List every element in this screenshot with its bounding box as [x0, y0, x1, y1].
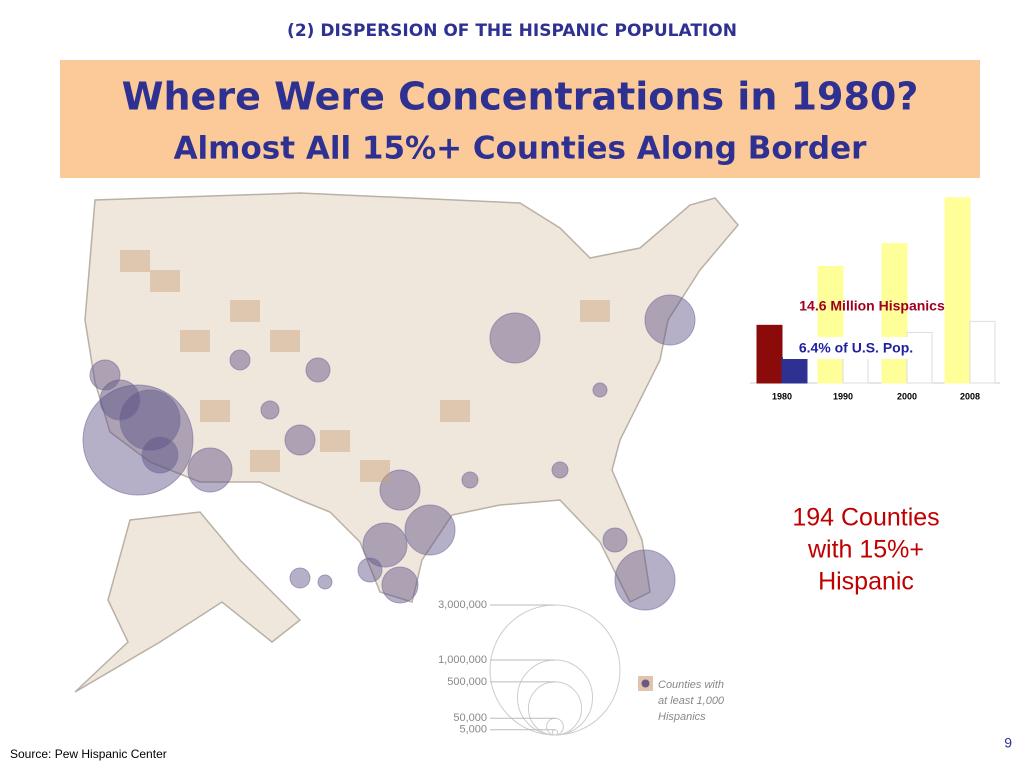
map-bubble: [592, 382, 608, 398]
section-heading: (2) DISPERSION OF THE HISPANIC POPULATIO…: [287, 21, 737, 41]
map-bubble: [551, 461, 569, 479]
county-patch: [230, 300, 260, 322]
map-bubble: [187, 447, 233, 493]
county-patch: [200, 400, 230, 422]
bar: [969, 320, 996, 384]
map-bubble: [357, 557, 383, 583]
legend-label: at least 1,000: [658, 695, 725, 707]
bar: [817, 265, 844, 384]
title-box: [60, 60, 980, 178]
size-label: 3,000,000: [438, 599, 487, 611]
x-tick-label: 2000: [897, 391, 917, 401]
legend-dot: [641, 679, 650, 688]
callout-line: 194 Counties: [792, 504, 939, 532]
county-patch: [120, 250, 150, 272]
map-bubble: [404, 504, 456, 556]
map-bubble: [229, 349, 251, 371]
map-bubble: [362, 522, 408, 568]
size-circle: [551, 729, 559, 736]
x-tick-label: 1980: [772, 391, 792, 401]
bar: [944, 197, 971, 384]
label-bg: [783, 337, 927, 359]
us-mainland: [84, 192, 739, 604]
subtitle: Almost All 15%+ Counties Along Border: [174, 131, 868, 167]
map-bubble: [614, 549, 676, 611]
map-bubble: [284, 424, 316, 456]
map-bubble: [379, 469, 421, 511]
size-circle: [546, 717, 564, 736]
x-tick-label: 2008: [960, 391, 980, 401]
source: Source: Pew Hispanic Center: [10, 747, 167, 761]
map-bubble: [99, 379, 141, 421]
size-label: 1,000,000: [438, 654, 487, 666]
value-label: 14.6 Million Hispanics: [799, 298, 945, 314]
size-label: 500,000: [447, 676, 487, 688]
county-patch: [270, 330, 300, 352]
legend-item: [638, 676, 653, 691]
legend-label: Hispanics: [658, 711, 706, 723]
page-number: 9: [1004, 735, 1012, 751]
map-bubble: [260, 400, 280, 420]
size-label: 50,000: [453, 712, 487, 724]
county-patch: [320, 430, 350, 452]
alaska: [74, 511, 302, 693]
legend-label: Counties with: [658, 679, 724, 691]
map-bubble: [89, 359, 121, 391]
map-bubble: [489, 312, 541, 364]
callout-line: Hispanic: [818, 568, 914, 596]
x-tick-label: 1990: [833, 391, 853, 401]
size-circle: [527, 681, 583, 736]
map-bubble: [644, 294, 696, 346]
county-patch: [180, 330, 210, 352]
map-bubble: [602, 527, 628, 553]
title: Where Were Concentrations in 1980?: [122, 75, 919, 119]
bar: [756, 324, 783, 384]
map-bubble: [289, 567, 311, 589]
county-patch: [360, 460, 390, 482]
callout-line: with 15%+: [807, 536, 924, 564]
county-patch: [250, 450, 280, 472]
size-circle: [489, 604, 621, 736]
size-circle: [516, 659, 594, 736]
bar: [781, 357, 808, 384]
map-bubble: [141, 436, 179, 474]
size-label: 5,000: [459, 724, 487, 736]
bar: [881, 243, 908, 384]
map: [74, 192, 739, 693]
map-bubble: [305, 357, 331, 383]
map-bubble: [317, 574, 333, 590]
map-bubble: [82, 384, 194, 496]
bubbles: [82, 250, 696, 611]
county-patch: [440, 400, 470, 422]
county-patch: [580, 300, 610, 322]
map-bubble: [461, 471, 479, 489]
value-label: 6.4% of U.S. Pop.: [799, 340, 913, 356]
county-patch: [150, 270, 180, 292]
map-bubble: [381, 566, 419, 604]
